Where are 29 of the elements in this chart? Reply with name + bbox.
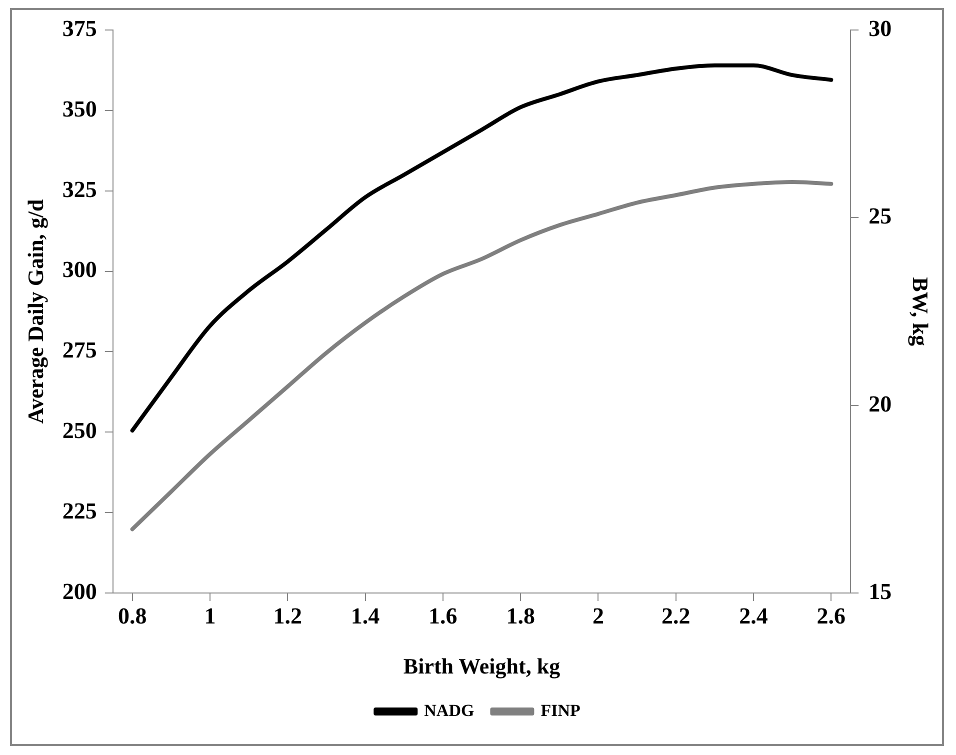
y2-axis-title: BW, kg xyxy=(908,277,934,346)
x-tick-label: 1.8 xyxy=(506,604,535,629)
y-tick-label: 300 xyxy=(62,257,97,282)
y2-tick-label: 30 xyxy=(868,16,892,41)
x-tick-label: 1.2 xyxy=(273,604,302,629)
x-tick-label: 0.8 xyxy=(118,604,147,629)
y-axis-title: Average Daily Gain, g/d xyxy=(22,199,48,424)
y-tick-label: 325 xyxy=(62,176,97,202)
line-series xyxy=(130,180,834,532)
x-tick-label: 2.6 xyxy=(816,604,846,629)
y2-tick-label: 25 xyxy=(868,204,892,229)
legend-label: FINP xyxy=(540,700,580,720)
x-tick-label: 1.4 xyxy=(350,604,380,629)
x-tick-label: 2.2 xyxy=(662,604,690,629)
y-tick-label: 375 xyxy=(62,16,97,41)
y-tick-label: 250 xyxy=(62,418,97,444)
y2-tick-label: 15 xyxy=(868,578,892,604)
y2-tick-label: 20 xyxy=(868,391,892,416)
x-tick-label: 2.4 xyxy=(739,604,768,629)
x-tick-label: 1.6 xyxy=(428,604,458,629)
y-tick-label: 350 xyxy=(62,96,97,122)
y-tick-label: 225 xyxy=(62,498,97,524)
line-series xyxy=(130,63,834,433)
y-tick-label: 275 xyxy=(62,338,97,363)
x-axis-title: Birth Weight, kg xyxy=(403,653,560,678)
x-tick-label: 2 xyxy=(592,604,604,629)
y-tick-label: 200 xyxy=(62,578,97,604)
legend-label: NADG xyxy=(424,700,474,720)
x-tick-label: 1 xyxy=(204,604,216,629)
